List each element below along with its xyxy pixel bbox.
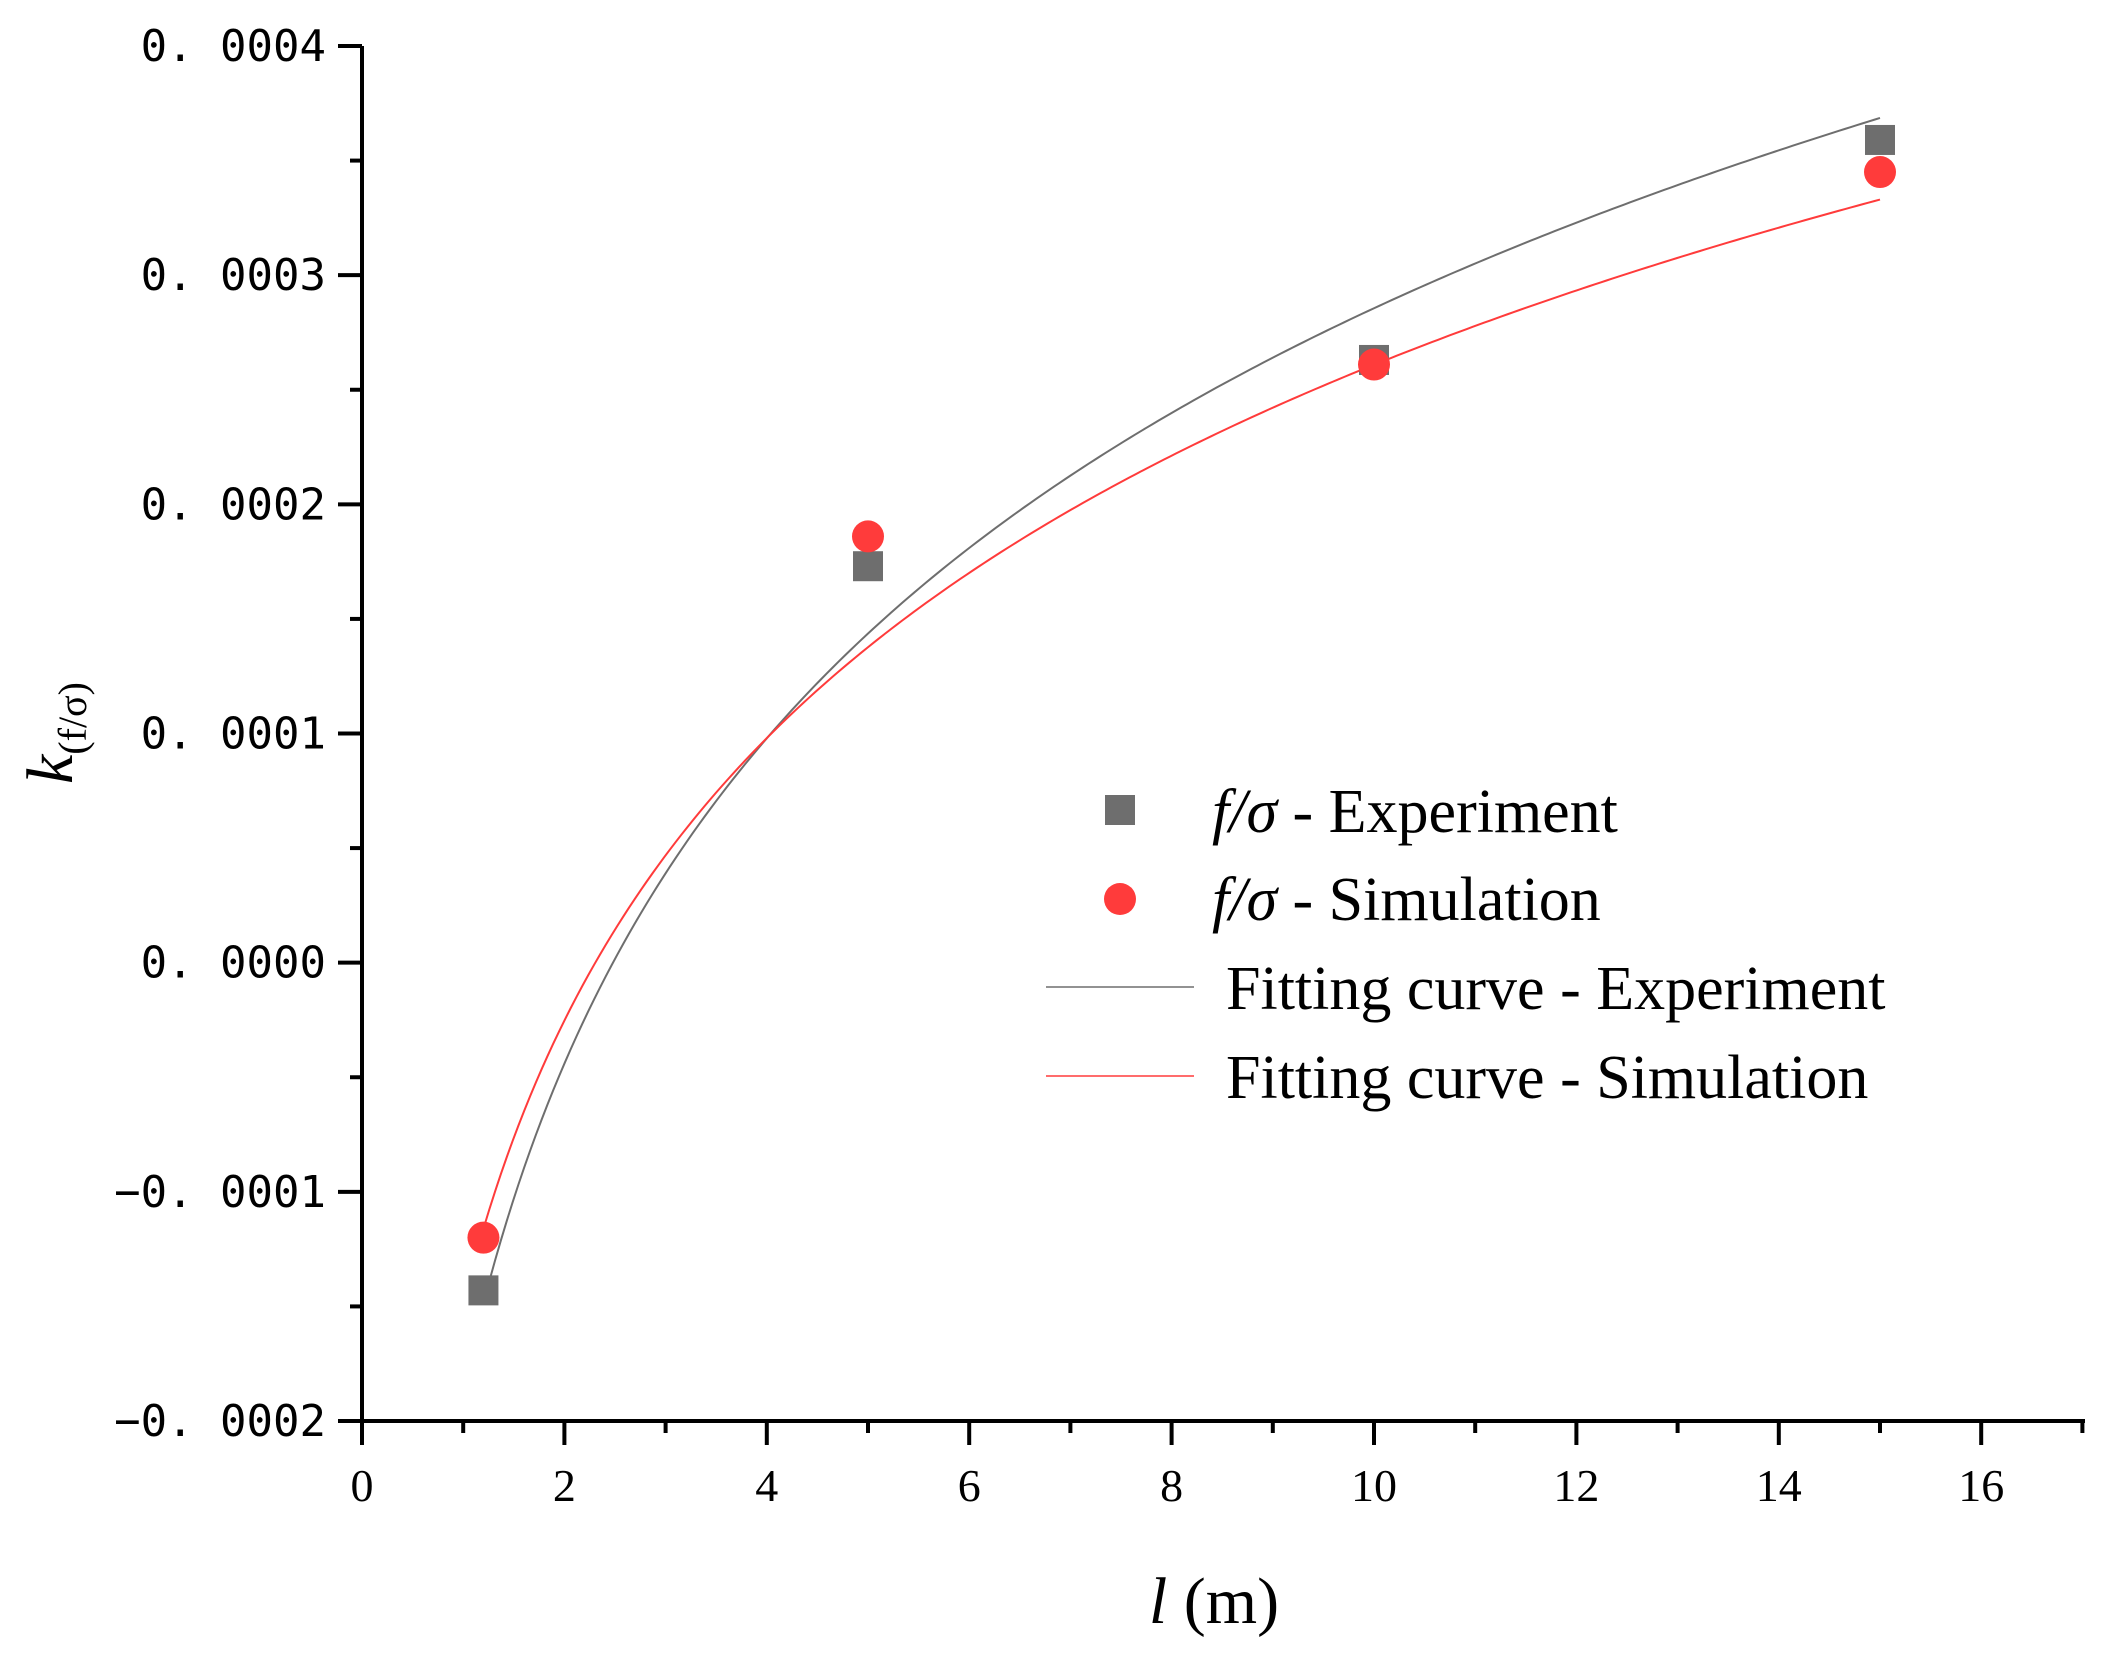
fit-curves xyxy=(482,116,1881,1304)
x-tick-label: 10 xyxy=(1351,1460,1397,1511)
y-axis-var: k xyxy=(14,753,87,784)
data-points xyxy=(467,124,1896,1306)
y-axis-title-group: k(f/σ) xyxy=(14,682,95,784)
legend-label-experiment: f/σ - Experiment xyxy=(1212,778,1618,846)
x-tick-label: 16 xyxy=(1958,1460,2004,1511)
y-ticks: −0. 0002 −0. 0001 0. 0000 0. 0001 0. 0002 0. … xyxy=(114,21,362,1447)
y-tick-label: 0. 0000 xyxy=(141,938,326,989)
y-tick-label: 0. 0003 xyxy=(141,250,326,301)
fit-curve-experiment xyxy=(482,116,1881,1304)
x-axis-unit: (m) xyxy=(1167,1565,1279,1638)
fit-curve-simulation xyxy=(482,198,1881,1229)
axes xyxy=(360,46,2085,1423)
legend-label-simulation: f/σ - Simulation xyxy=(1212,866,1601,934)
legend-label-experiment-var: f/σ xyxy=(1212,778,1279,846)
y-tick-label: 0. 0004 xyxy=(141,21,326,72)
y-axis-title: k(f/σ) xyxy=(14,682,95,784)
legend: f/σ - Experiment f/σ - Simulation Fittin… xyxy=(1046,778,1885,1112)
point-experiment xyxy=(468,1275,499,1306)
legend-label-simulation-var: f/σ xyxy=(1212,866,1279,934)
x-ticks: 0 2 4 6 8 10 12 14 16 xyxy=(351,1421,2085,1511)
x-tick-label: 6 xyxy=(958,1460,981,1511)
y-tick-label: 0. 0002 xyxy=(141,479,326,530)
point-simulation xyxy=(1864,156,1896,189)
y-tick-label: 0. 0001 xyxy=(141,709,326,760)
legend-label-fit-experiment: Fitting curve - Experiment xyxy=(1226,955,1885,1023)
point-experiment xyxy=(1865,124,1895,155)
x-tick-label: 12 xyxy=(1553,1460,1599,1511)
y-tick-label: −0. 0001 xyxy=(114,1167,326,1218)
point-simulation xyxy=(467,1221,500,1254)
x-axis-title: l (m) xyxy=(1149,1565,1279,1638)
x-axis-var: l xyxy=(1149,1565,1167,1638)
legend-marker-simulation xyxy=(1104,883,1136,915)
x-tick-label: 4 xyxy=(755,1460,778,1511)
point-experiment xyxy=(853,551,883,582)
x-tick-label: 2 xyxy=(553,1460,576,1511)
point-simulation xyxy=(852,520,884,553)
legend-label-fit-simulation: Fitting curve - Simulation xyxy=(1226,1044,1868,1112)
x-tick-label: 0 xyxy=(351,1460,374,1511)
y-axis-sub: (f/σ) xyxy=(50,682,95,755)
legend-label-simulation-rest: - Simulation xyxy=(1277,866,1601,934)
point-simulation xyxy=(1358,348,1390,381)
legend-label-experiment-rest: - Experiment xyxy=(1277,778,1618,846)
x-tick-label: 14 xyxy=(1756,1460,1802,1511)
y-tick-label: −0. 0002 xyxy=(114,1396,326,1447)
x-tick-label: 8 xyxy=(1160,1460,1183,1511)
legend-marker-experiment xyxy=(1105,795,1135,825)
